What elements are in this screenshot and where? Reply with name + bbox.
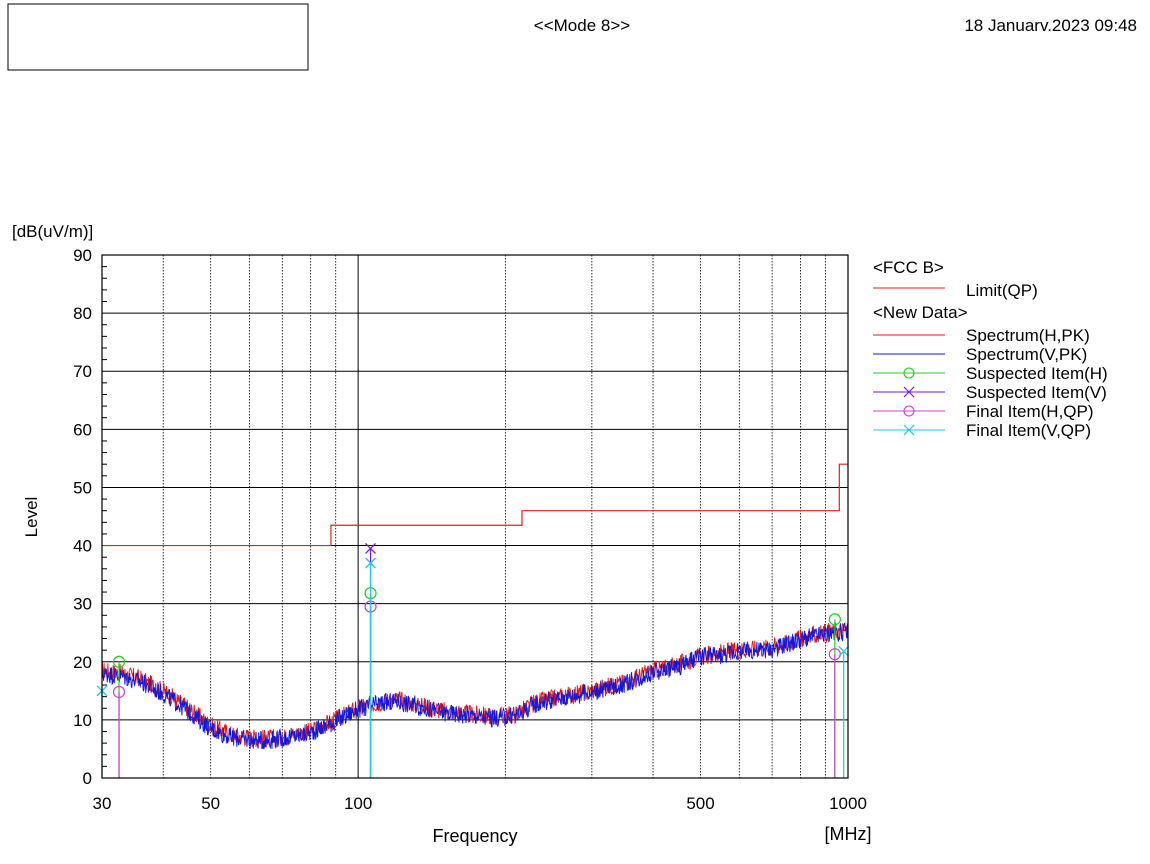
- y-tick-label: 10: [73, 711, 92, 730]
- grid: [102, 255, 848, 778]
- legend-item-label: Suspected Item(H): [966, 364, 1108, 383]
- legend: <FCC B> Limit(QP) <New Data> Spectrum(H,…: [873, 258, 1108, 440]
- x-tick-label: 1000: [829, 794, 867, 813]
- y-tick-label: 40: [73, 537, 92, 556]
- y-tick-label: 90: [73, 246, 92, 265]
- marker-x: [365, 543, 376, 554]
- marker-circle: [112, 655, 126, 668]
- plot-frame: [101, 254, 849, 779]
- legend-marker-circle: [903, 405, 915, 417]
- y-tick-label: 50: [73, 478, 92, 497]
- legend-marker-x: [903, 424, 915, 436]
- limit-line: [102, 463, 848, 547]
- x-axis-label: Frequency: [432, 826, 517, 846]
- mode-label: <<Mode 8>>: [534, 16, 630, 35]
- x-tick-label: 30: [93, 794, 112, 813]
- y-unit-label: [dB(uV/m)]: [12, 222, 93, 241]
- x-tick-label: 100: [344, 794, 372, 813]
- y-tick-label: 60: [73, 420, 92, 439]
- legend-group-fcc: <FCC B>: [873, 258, 944, 277]
- y-tick-label: 70: [73, 362, 92, 381]
- y-tick-label: 30: [73, 595, 92, 614]
- y-tick-label: 0: [83, 769, 92, 788]
- legend-limit-label: Limit(QP): [966, 281, 1038, 300]
- marker-x: [838, 645, 850, 657]
- marker-circle: [112, 685, 126, 699]
- y-tick-label: 20: [73, 653, 92, 672]
- y-tick-label: 80: [73, 304, 92, 323]
- legend-marker-circle: [903, 367, 915, 379]
- y-axis-label: Level: [22, 497, 41, 538]
- legend-item-label: Final Item(V,QP): [966, 421, 1091, 440]
- legend-item-label: Spectrum(V,PK): [966, 345, 1087, 364]
- y-tick-labels: 0 10 20 30 40 50 60 70 80 90: [73, 246, 92, 788]
- timestamp: 18 Januarv.2023 09:48: [964, 16, 1137, 35]
- marker-circle: [828, 613, 841, 626]
- x-tick-labels: 30 50 100 500 1000: [93, 794, 867, 813]
- legend-item-label: Suspected Item(V): [966, 383, 1107, 402]
- legend-marker-x: [903, 386, 915, 398]
- legend-item-label: Spectrum(H,PK): [966, 326, 1090, 345]
- header-blank-box: [7, 3, 309, 71]
- legend-group-new-data: <New Data>: [873, 303, 968, 322]
- marker-x: [365, 557, 376, 569]
- spectrum-line-v: [101, 622, 849, 750]
- x-tick-label: 50: [201, 794, 220, 813]
- x-tick-label: 500: [686, 794, 714, 813]
- plot-area: [96, 463, 850, 778]
- legend-item-label: Final Item(H,QP): [966, 402, 1094, 421]
- x-unit-label: [MHz]: [825, 824, 872, 844]
